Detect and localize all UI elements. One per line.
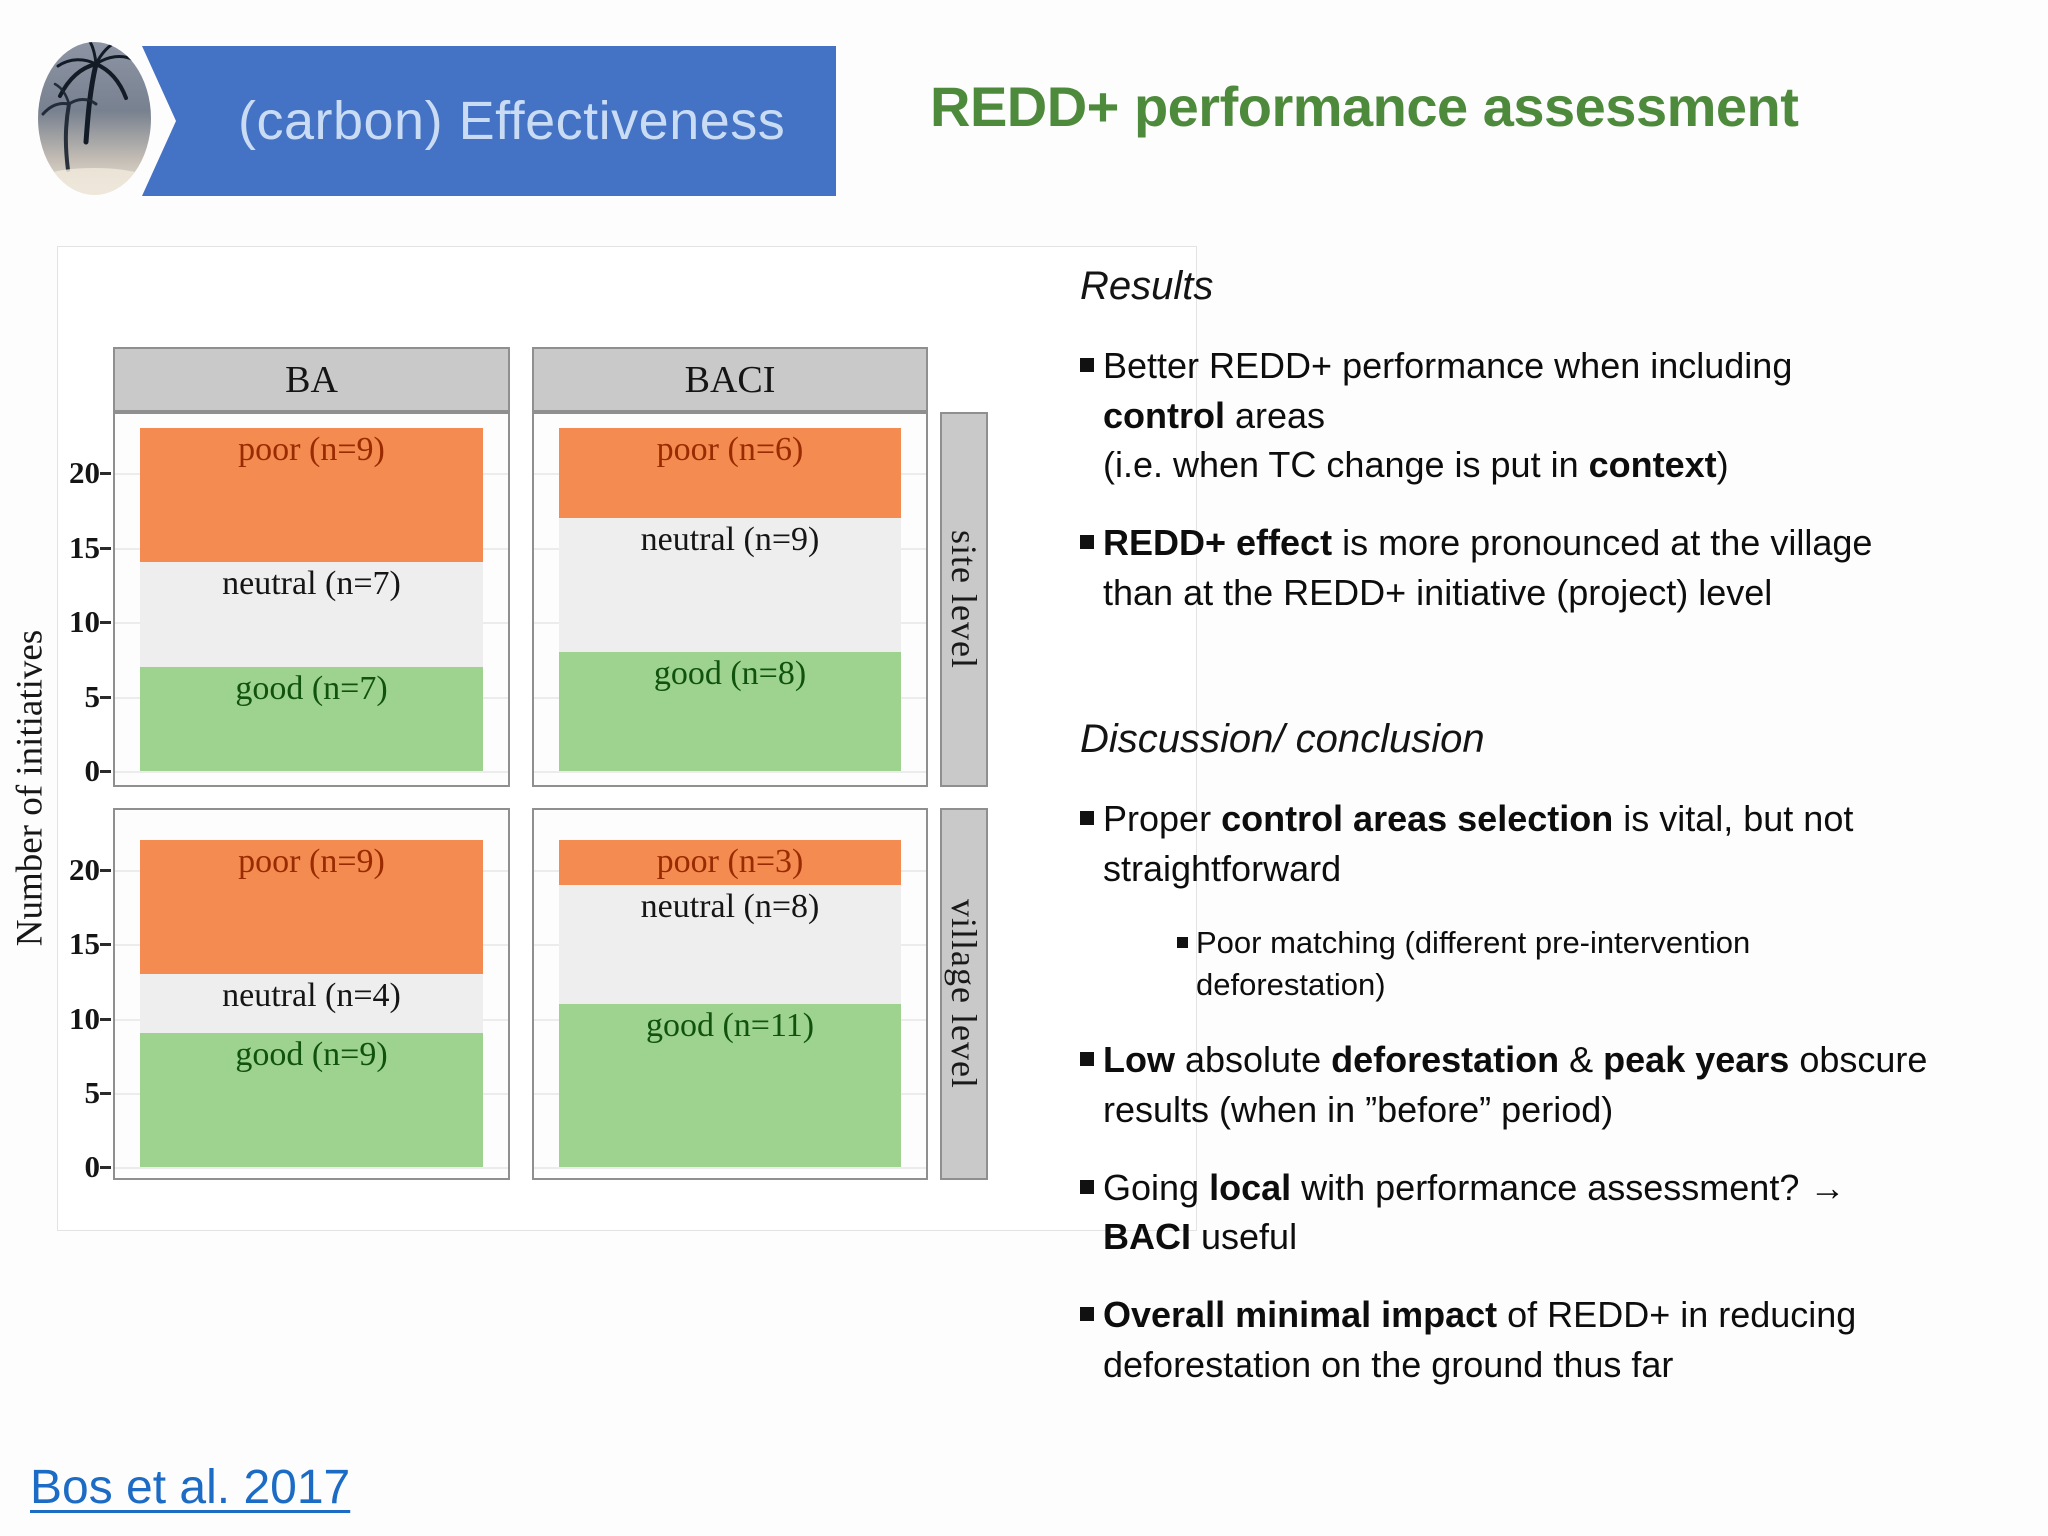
bar-segment-label-good: good (n=8) xyxy=(653,654,807,692)
bar-segment-neutral xyxy=(140,973,483,1034)
bar-segment-label-neutral: neutral (n=8) xyxy=(640,887,820,925)
bar-segment-label-poor: poor (n=6) xyxy=(656,431,804,469)
bar-segment-good xyxy=(559,651,901,771)
bar-segment-poor xyxy=(559,840,901,885)
row-strip-label: site level xyxy=(944,530,984,669)
bullet-square-icon xyxy=(1177,936,1188,948)
bar-segment-poor xyxy=(559,428,901,518)
discussion-bullets: Proper control areas selection is vital,… xyxy=(1080,794,2038,1389)
y-tick-mark xyxy=(100,943,111,947)
row-strip-village-level: village level xyxy=(940,808,988,1180)
row-strip-label: village level xyxy=(944,899,984,1089)
bullet-text: REDD+ effect is more pronounced at the v… xyxy=(1103,522,1873,613)
bar-segment-poor xyxy=(140,428,483,563)
gridline xyxy=(115,1167,508,1169)
bullet-square-icon xyxy=(1080,1052,1094,1067)
bar-segment-good xyxy=(140,666,483,771)
bar-segment-label-poor: poor (n=9) xyxy=(238,431,385,469)
bullet-item: Going local with performance assessment?… xyxy=(1080,1163,2038,1262)
section-banner: (carbon) Effectiveness xyxy=(142,46,836,196)
chart-panel-ba-village: good (n=9) neutral (n=4) poor (n=9) xyxy=(113,808,510,1180)
row-strip-site-level: site level xyxy=(940,412,988,787)
y-tick-mark xyxy=(100,1017,111,1021)
bar-segment-poor xyxy=(140,840,483,974)
gridline xyxy=(115,771,508,773)
bar-segment-label-neutral: neutral (n=9) xyxy=(640,520,820,558)
bullet-text: Better REDD+ performance when including … xyxy=(1103,345,1793,486)
bar-segment-label-good: good (n=9) xyxy=(235,1036,388,1074)
bullet-item: REDD+ effect is more pronounced at the v… xyxy=(1080,518,2038,617)
chart-panel-baci-site: good (n=8) neutral (n=9) poor (n=6) xyxy=(532,412,928,787)
y-tick-label: 15 xyxy=(69,529,100,565)
bar-segment-neutral xyxy=(559,517,901,652)
bullet-text: Overall minimal impact of REDD+ in reduc… xyxy=(1103,1294,1857,1385)
bullet-square-icon xyxy=(1080,811,1094,826)
bullet-text: Poor matching (different pre-interventio… xyxy=(1196,924,1751,1002)
bar-segment-label-neutral: neutral (n=7) xyxy=(222,565,401,603)
column-header-ba: BA xyxy=(113,347,510,412)
y-tick-label: 15 xyxy=(69,926,100,962)
y-tick-label: 5 xyxy=(84,1074,101,1110)
bar-segment-neutral xyxy=(559,884,901,1004)
bullet-square-icon xyxy=(1080,358,1094,372)
sub-bullet-item: Poor matching (different pre-interventio… xyxy=(1177,922,2038,1006)
y-tick-label: 10 xyxy=(69,604,100,639)
chart-figure: Number of initiatives BA good (n=7) neutra… xyxy=(0,240,1197,1250)
y-tick-mark xyxy=(100,472,111,475)
notes-column: Results Better REDD+ performance when in… xyxy=(1080,264,2038,1417)
bullet-item: Overall minimal impact of REDD+ in reduc… xyxy=(1080,1290,2038,1389)
y-tick-label: 20 xyxy=(69,455,100,490)
bullet-text: Proper control areas selection is vital,… xyxy=(1103,798,1854,890)
column-header-baci: BACI xyxy=(532,347,928,412)
y-tick-label: 20 xyxy=(69,852,100,887)
y-tick-mark xyxy=(100,1091,111,1095)
bullet-square-icon xyxy=(1080,1307,1094,1322)
y-tick-mark xyxy=(100,621,111,624)
bullet-item: Low absolute deforestation & peak years … xyxy=(1080,1035,2038,1134)
palm-trees-photo-svg xyxy=(38,42,151,195)
chart-panel-ba-site: good (n=7) neutral (n=7) poor (n=9) xyxy=(113,412,510,787)
citation-link[interactable]: Bos et al. 2017 xyxy=(30,1461,351,1514)
chart-panel-baci-village: good (n=11) neutral (n=8) poor (n=3) xyxy=(532,808,928,1180)
bar-segment-label-poor: poor (n=3) xyxy=(656,843,804,881)
y-tick-mark xyxy=(100,695,111,699)
bullet-text: Low absolute deforestation & peak years … xyxy=(1103,1039,1928,1131)
y-tick-mark xyxy=(100,546,111,550)
y-tick-mark xyxy=(100,770,111,773)
discussion-heading: Discussion/ conclusion xyxy=(1080,717,1485,762)
banner-label: (carbon) Effectiveness xyxy=(238,91,786,151)
page-title: REDD+ performance assessment xyxy=(930,75,1799,138)
gridline xyxy=(534,771,926,773)
results-bullets: Better REDD+ performance when including … xyxy=(1080,341,2038,617)
bullet-square-icon xyxy=(1080,535,1094,550)
gridline xyxy=(534,1167,926,1169)
y-tick-label: 0 xyxy=(84,1149,101,1184)
bar-segment-label-good: good (n=11) xyxy=(645,1006,815,1044)
bar-segment-label-neutral: neutral (n=4) xyxy=(222,976,401,1014)
bar-segment-neutral xyxy=(140,562,483,667)
y-tick-label: 10 xyxy=(69,1000,100,1036)
y-tick-label: 5 xyxy=(84,678,101,714)
y-tick-mark xyxy=(100,1166,111,1169)
palm-trees-photo xyxy=(38,42,151,195)
results-heading: Results xyxy=(1080,264,1214,308)
bar-segment-good xyxy=(140,1033,483,1167)
bar-segment-good xyxy=(559,1003,901,1167)
y-tick-label: 0 xyxy=(84,753,101,788)
bullet-square-icon xyxy=(1080,1179,1094,1194)
bullet-item: Proper control areas selection is vital,… xyxy=(1080,794,2038,893)
y-tick-mark xyxy=(100,869,111,872)
bar-segment-label-good: good (n=7) xyxy=(235,669,388,707)
bullet-item: Better REDD+ performance when including … xyxy=(1080,341,2038,490)
bullet-text: Going local with performance assessment?… xyxy=(1103,1166,1846,1258)
bar-segment-label-poor: poor (n=9) xyxy=(238,843,385,881)
